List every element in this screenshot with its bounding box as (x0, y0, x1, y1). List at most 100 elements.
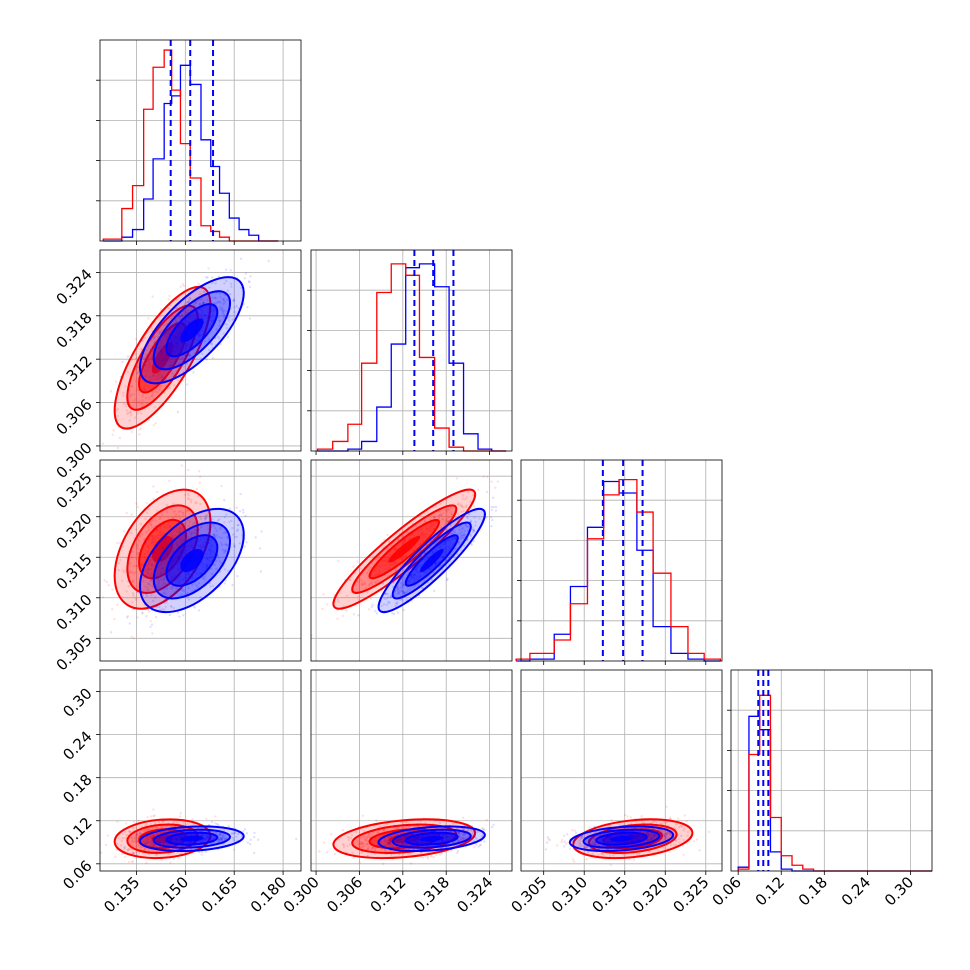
sample-point (215, 534, 218, 537)
sample-point (357, 598, 360, 601)
sample-point (359, 842, 363, 846)
sample-point (687, 830, 690, 834)
sample-point (478, 517, 481, 520)
sample-point (170, 372, 174, 375)
sample-point (124, 385, 127, 388)
sample-point (116, 603, 119, 606)
sample-point (131, 840, 134, 843)
sample-point (203, 518, 207, 521)
sample-point (231, 526, 234, 530)
sample-point (171, 546, 174, 550)
sample-point (173, 384, 176, 387)
sample-point (609, 863, 612, 867)
sample-point (602, 853, 605, 856)
sample-point (491, 518, 494, 522)
sample-point (147, 582, 150, 585)
sample-point (360, 842, 363, 845)
sample-point (168, 328, 172, 331)
sample-point (170, 507, 173, 511)
sample-point (163, 598, 167, 602)
sample-point (358, 843, 361, 846)
sample-point (669, 844, 673, 847)
sample-point (215, 559, 218, 562)
sample-point (226, 336, 230, 339)
sample-point (458, 528, 461, 531)
sample-point (144, 593, 148, 596)
sample-point (456, 503, 459, 506)
sample-point (198, 470, 201, 473)
sample-point (368, 835, 371, 839)
contour-core-blue-3-1 (419, 835, 444, 842)
sample-point (120, 844, 123, 847)
sample-point (460, 531, 463, 534)
sample-point (124, 569, 127, 572)
sample-point (166, 510, 169, 514)
sample-point (349, 579, 352, 582)
sample-point (159, 608, 162, 611)
sample-point (152, 485, 155, 488)
sample-point (222, 532, 225, 535)
sample-point (547, 838, 550, 841)
sample-point (400, 598, 404, 601)
sample-point (143, 849, 146, 853)
sample-point (393, 591, 396, 594)
sample-point (241, 508, 245, 512)
sample-point (177, 510, 180, 513)
sample-point (337, 559, 340, 563)
sample-point (218, 834, 221, 837)
sample-point (382, 603, 386, 606)
sample-point (184, 312, 188, 315)
sample-point (132, 821, 136, 824)
sample-point (392, 612, 396, 616)
sample-point (659, 828, 663, 832)
sample-point (152, 599, 155, 603)
hist-blue-2 (516, 480, 721, 662)
sample-point (173, 821, 176, 824)
sample-point (158, 347, 161, 350)
sample-point (162, 835, 165, 839)
sample-point (424, 821, 427, 825)
sample-point (174, 318, 177, 322)
sample-point (134, 528, 138, 531)
sample-point (219, 834, 223, 837)
sample-point (162, 843, 166, 846)
hist-blue-1 (317, 263, 507, 452)
sample-point (390, 544, 393, 547)
sample-point (444, 508, 447, 512)
sample-point (238, 510, 242, 513)
sample-point (420, 586, 424, 590)
sample-point (199, 517, 203, 521)
sample-point (160, 558, 163, 562)
hist-panel-0 (96, 39, 302, 242)
sample-point (396, 611, 399, 614)
sample-point (446, 507, 449, 511)
sample-point (387, 843, 390, 846)
sample-point (170, 545, 173, 548)
sample-point (257, 838, 260, 841)
sample-point (212, 533, 216, 536)
sample-point (260, 530, 263, 533)
sample-point (233, 848, 236, 851)
sample-point (433, 516, 436, 519)
sample-point (219, 837, 223, 841)
sample-point (203, 575, 206, 578)
sample-point (230, 832, 233, 835)
sample-point (201, 352, 204, 355)
sample-point (345, 609, 348, 612)
sample-point (365, 836, 369, 839)
sample-point (368, 583, 371, 586)
sample-point (731, 825, 733, 827)
sample-point (230, 285, 233, 288)
sample-point (198, 515, 202, 519)
sample-point (197, 529, 200, 532)
sample-point (580, 835, 583, 839)
sample-point (160, 558, 163, 562)
sample-point (472, 540, 475, 543)
sample-point (223, 282, 226, 285)
sample-point (133, 840, 136, 843)
sample-point (97, 849, 99, 851)
sample-point (224, 268, 228, 271)
sample-point (226, 536, 229, 539)
sample-point (396, 602, 399, 606)
